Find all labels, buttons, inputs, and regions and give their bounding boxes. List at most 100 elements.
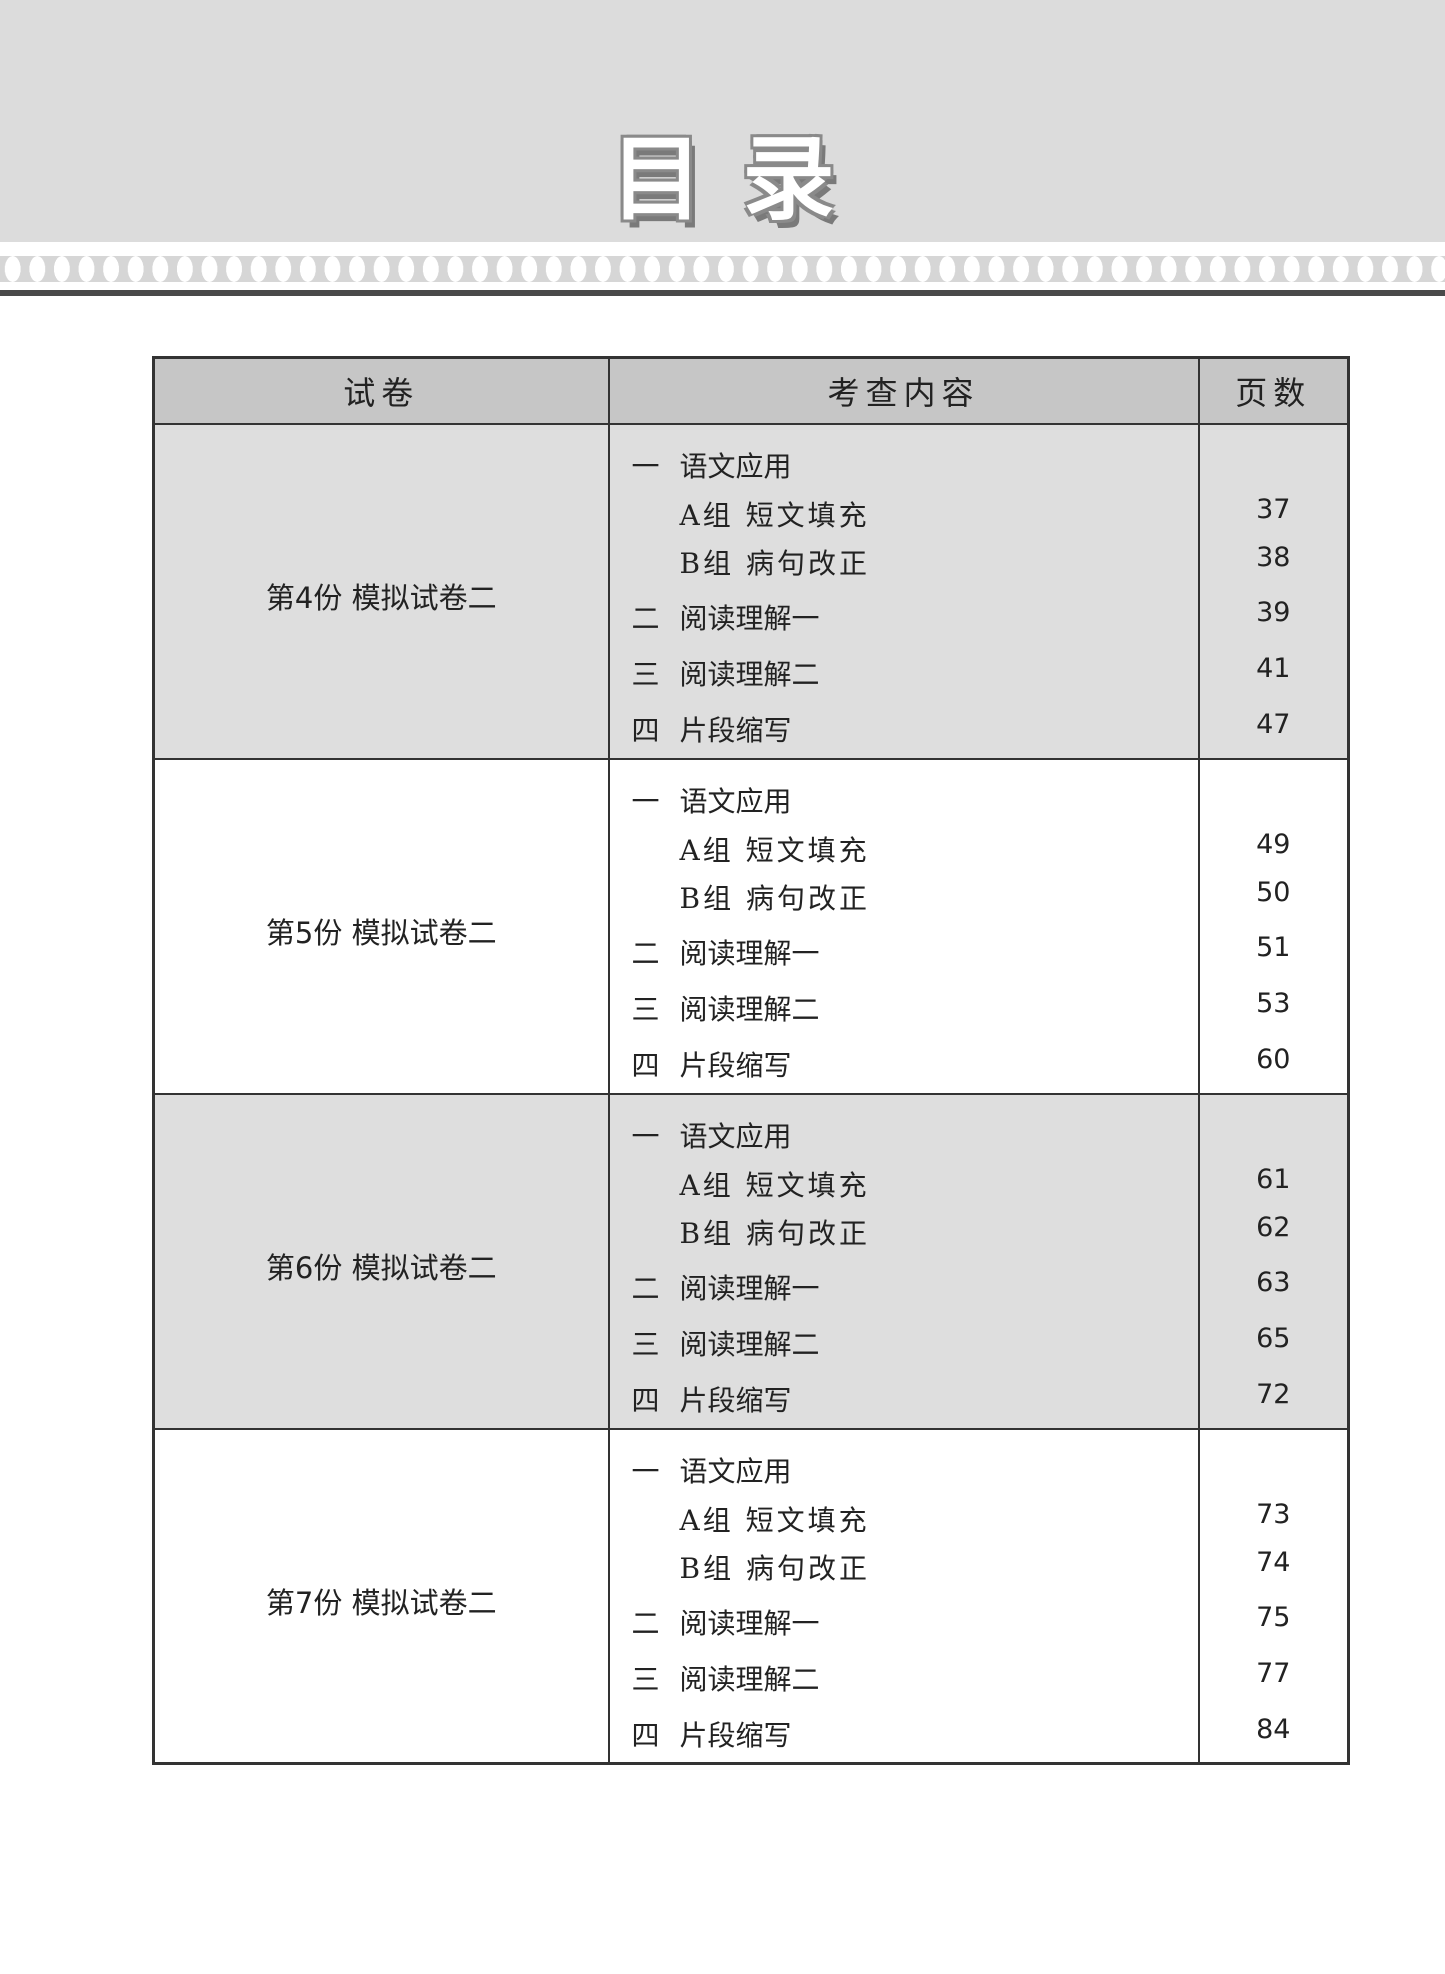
page-number: 41	[1256, 652, 1291, 684]
page-number: 75	[1256, 1601, 1291, 1633]
page-number: 60	[1256, 1043, 1291, 1075]
content-subitem[interactable]: B组 病句改正	[679, 1216, 870, 1250]
paper-cell: 第4份 模拟试卷二	[152, 422, 610, 760]
content-item[interactable]: 一语文应用	[632, 780, 792, 820]
item-label: 阅读理解一	[679, 936, 820, 970]
page-number: 74	[1256, 1546, 1291, 1578]
content-subitem[interactable]: A组 短文填充	[679, 833, 870, 867]
content-item[interactable]: 二阅读理解一	[632, 597, 820, 637]
item-label: 片段缩写	[679, 713, 792, 747]
item-number: 一	[631, 1119, 660, 1153]
decorative-band	[0, 256, 1445, 282]
content-item[interactable]: 一语文应用	[632, 1115, 792, 1155]
content-subitem[interactable]: A组 短文填充	[679, 1168, 870, 1202]
header-page: 页数	[1197, 356, 1350, 425]
header-rule	[0, 290, 1445, 296]
page-number: 65	[1256, 1322, 1291, 1354]
item-number: 四	[631, 1383, 660, 1417]
content-item[interactable]: 三阅读理解二	[632, 1658, 820, 1698]
item-number: 三	[631, 1327, 660, 1361]
content-item[interactable]: 三阅读理解二	[632, 1323, 820, 1363]
item-label: 阅读理解二	[679, 657, 820, 691]
paper-cell: 第5份 模拟试卷二	[152, 757, 610, 1095]
item-label: 语文应用	[679, 784, 792, 818]
table-row: 第7份 模拟试卷二 一语文应用 A组 短文填充 B组 病句改正二阅读理解一三阅读理解二…	[152, 1427, 1350, 1765]
page-cell: 61 62 63 65 72	[1197, 1092, 1350, 1430]
item-label: 阅读理解一	[679, 601, 820, 635]
page-title: 目录	[610, 125, 875, 233]
item-number: 一	[631, 1454, 660, 1488]
item-label: 片段缩写	[679, 1718, 792, 1752]
item-number: 四	[631, 1718, 660, 1752]
item-number: 四	[631, 713, 660, 747]
content-subitem[interactable]: A组 短文填充	[679, 498, 870, 532]
item-label: 阅读理解二	[679, 992, 820, 1026]
item-label: 阅读理解二	[679, 1327, 820, 1361]
content-item[interactable]: 二阅读理解一	[632, 1267, 820, 1307]
page-cell: 73 74 75 77 84	[1197, 1427, 1350, 1765]
item-number: 三	[631, 657, 660, 691]
page-number: 77	[1256, 1657, 1291, 1689]
item-number: 二	[631, 1606, 660, 1640]
content-item[interactable]: 二阅读理解一	[632, 1602, 820, 1642]
content-subitem[interactable]: B组 病句改正	[679, 1551, 870, 1585]
page-number: 73	[1256, 1498, 1291, 1530]
content-item[interactable]: 三阅读理解二	[632, 988, 820, 1028]
item-number: 二	[631, 936, 660, 970]
item-label: 语文应用	[679, 1454, 792, 1488]
item-label: 阅读理解一	[679, 1606, 820, 1640]
content-item[interactable]: 三阅读理解二	[632, 653, 820, 693]
item-number: 二	[631, 601, 660, 635]
item-label: 片段缩写	[679, 1048, 792, 1082]
paper-title: 第6份 模拟试卷二	[265, 1250, 497, 1285]
content-cell: 一语文应用 A组 短文填充 B组 病句改正二阅读理解一三阅读理解二四片段缩写	[607, 1092, 1200, 1430]
item-number: 一	[631, 784, 660, 818]
table-row: 第4份 模拟试卷二 一语文应用 A组 短文填充 B组 病句改正二阅读理解一三阅读理解二…	[152, 422, 1350, 760]
item-number: 三	[631, 1662, 660, 1696]
page-number: 51	[1256, 931, 1291, 963]
page-number: 72	[1256, 1378, 1291, 1410]
item-number: 二	[631, 1271, 660, 1305]
page-number: 49	[1256, 828, 1291, 860]
item-label: 阅读理解一	[679, 1271, 820, 1305]
content-subitem[interactable]: B组 病句改正	[679, 546, 870, 580]
paper-title: 第7份 模拟试卷二	[265, 1585, 497, 1620]
content-item[interactable]: 一语文应用	[632, 1450, 792, 1490]
content-item[interactable]: 四片段缩写	[632, 1044, 792, 1084]
content-subitem[interactable]: B组 病句改正	[679, 881, 870, 915]
header-paper: 试卷	[152, 356, 610, 425]
paper-cell: 第7份 模拟试卷二	[152, 1427, 610, 1765]
content-item[interactable]: 四片段缩写	[632, 1379, 792, 1419]
item-label: 片段缩写	[679, 1383, 792, 1417]
content-cell: 一语文应用 A组 短文填充 B组 病句改正二阅读理解一三阅读理解二四片段缩写	[607, 422, 1200, 760]
page-number: 62	[1256, 1211, 1291, 1243]
content-item[interactable]: 一语文应用	[632, 445, 792, 485]
page-number: 63	[1256, 1266, 1291, 1298]
page-number: 53	[1256, 987, 1291, 1019]
content-item[interactable]: 二阅读理解一	[632, 932, 820, 972]
item-number: 一	[631, 449, 660, 483]
content-item[interactable]: 四片段缩写	[632, 709, 792, 749]
content-cell: 一语文应用 A组 短文填充 B组 病句改正二阅读理解一三阅读理解二四片段缩写	[607, 1427, 1200, 1765]
table-row: 第5份 模拟试卷二 一语文应用 A组 短文填充 B组 病句改正二阅读理解一三阅读理解二…	[152, 757, 1350, 1095]
content-item[interactable]: 四片段缩写	[632, 1714, 792, 1754]
page-cell: 37 38 39 41 47	[1197, 422, 1350, 760]
page-cell: 49 50 51 53 60	[1197, 757, 1350, 1095]
item-number: 三	[631, 992, 660, 1026]
page-number: 50	[1256, 876, 1291, 908]
page-number: 61	[1256, 1163, 1291, 1195]
page-number: 37	[1256, 493, 1291, 525]
page-number: 39	[1256, 596, 1291, 628]
table-row: 第6份 模拟试卷二 一语文应用 A组 短文填充 B组 病句改正二阅读理解一三阅读理解二…	[152, 1092, 1350, 1430]
page-number: 47	[1256, 708, 1291, 740]
page-number: 38	[1256, 541, 1291, 573]
page-number: 84	[1256, 1713, 1291, 1745]
item-label: 语文应用	[679, 1119, 792, 1153]
item-number: 四	[631, 1048, 660, 1082]
content-cell: 一语文应用 A组 短文填充 B组 病句改正二阅读理解一三阅读理解二四片段缩写	[607, 757, 1200, 1095]
header-banner	[0, 0, 1445, 242]
content-subitem[interactable]: A组 短文填充	[679, 1503, 870, 1537]
paper-title: 第4份 模拟试卷二	[265, 580, 497, 615]
item-label: 语文应用	[679, 449, 792, 483]
contents-table: 试卷 考查内容 页数 第4份 模拟试卷二一语文应用 A组 短文填充 B组 病句改正二…	[152, 356, 1350, 1765]
